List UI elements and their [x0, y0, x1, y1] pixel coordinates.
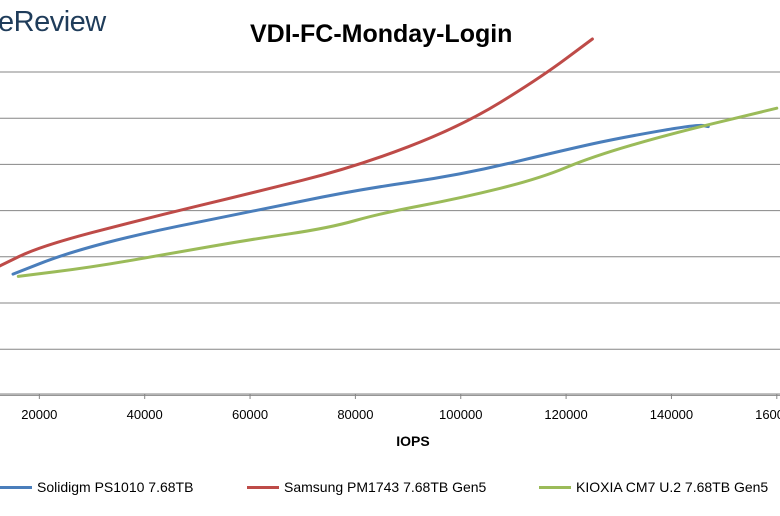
- x-tick-label: 160000: [755, 407, 780, 422]
- x-tick-label: 140000: [650, 407, 693, 422]
- series-line-1: [0, 37, 594, 268]
- legend-swatch-kioxia: [539, 485, 571, 489]
- x-axis: [0, 393, 780, 399]
- legend-swatch-samsung: [247, 485, 279, 489]
- x-tick-label: 100000: [439, 407, 482, 422]
- x-tick-label: 40000: [127, 407, 163, 422]
- legend-label-solidigm: Solidigm PS1010 7.68TB: [37, 479, 194, 495]
- legend-item-samsung: Samsung PM1743 7.68TB Gen5: [247, 479, 486, 495]
- x-tick-label: 80000: [337, 407, 373, 422]
- x-axis-label: IOPS: [396, 433, 429, 449]
- legend-swatch-solidigm: [0, 485, 32, 489]
- chart-title: VDI-FC-Monday-Login: [250, 20, 513, 48]
- x-tick-label: 20000: [21, 407, 57, 422]
- grid-lines: [0, 71, 780, 396]
- legend: Solidigm PS1010 7.68TB Samsung PM1743 7.…: [0, 479, 780, 503]
- series-lines: [0, 37, 779, 278]
- legend-item-solidigm: Solidigm PS1010 7.68TB: [0, 479, 193, 495]
- legend-item-kioxia: KIOXIA CM7 U.2 7.68TB Gen5: [539, 479, 768, 495]
- x-tick-label: 60000: [232, 407, 268, 422]
- series-line-0: [11, 123, 710, 276]
- legend-label-kioxia: KIOXIA CM7 U.2 7.68TB Gen5: [576, 479, 769, 495]
- logo-text: eReview: [0, 6, 106, 38]
- legend-label-samsung: Samsung PM1743 7.68TB Gen5: [284, 479, 487, 495]
- x-tick-labels: 20000 40000 60000 80000 100000 120000 140000 16…: [21, 407, 780, 422]
- series-line-2: [16, 106, 779, 278]
- x-tick-label: 120000: [544, 407, 587, 422]
